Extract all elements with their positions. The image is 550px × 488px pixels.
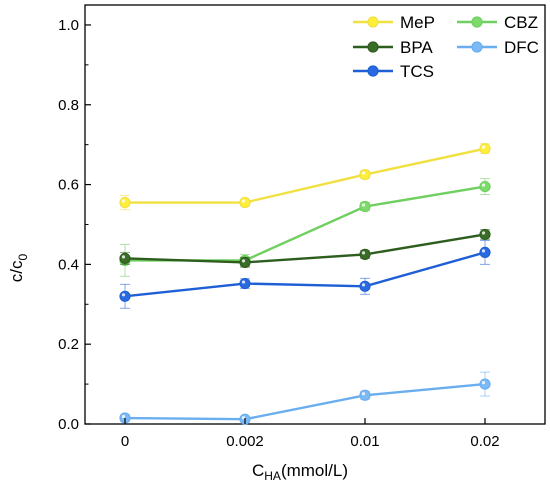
legend-label-mep: MeP	[400, 13, 435, 32]
data-point-highlight	[241, 416, 246, 420]
data-point-mep	[119, 196, 131, 209]
data-point-highlight	[481, 249, 486, 253]
legend-item-dfc: DFC	[457, 38, 539, 57]
x-axis-title-unit: (mmol/L)	[281, 461, 348, 480]
legend: MeP CBZ BPA DFC TCS	[353, 13, 539, 81]
data-point-highlight	[241, 199, 246, 203]
data-point-tcs	[119, 290, 131, 302]
y-axis-title-main: c/c	[7, 260, 26, 282]
series-line-cbz	[125, 185, 486, 262]
x-tick-label: 0.002	[226, 433, 264, 450]
data-point-bpa	[119, 252, 131, 264]
legend-marker-tcs	[367, 65, 379, 77]
legend-marker-dfc	[471, 41, 483, 53]
series-line-dfc	[124, 382, 486, 421]
y-tick-label: 1.0	[58, 17, 79, 34]
data-point-bpa	[359, 248, 371, 260]
data-point-bpa	[239, 256, 251, 268]
data-point-highlight	[481, 231, 486, 235]
data-point-highlight	[241, 280, 246, 284]
y-tick-label: 0.4	[58, 256, 79, 273]
data-point-dfc	[359, 389, 371, 401]
data-point-mep	[359, 169, 371, 181]
data-point-highlight	[481, 183, 486, 187]
legend-label-cbz: CBZ	[504, 13, 538, 32]
data-point-highlight	[481, 381, 486, 385]
legend-marker-mep	[367, 16, 379, 28]
data-point-tcs	[359, 280, 371, 292]
data-point-tcs	[479, 246, 491, 259]
series-tcs	[119, 239, 491, 309]
data-point-mep	[239, 196, 251, 209]
series-layer	[119, 143, 491, 425]
data-point-highlight	[121, 199, 126, 203]
series-line-mep	[125, 147, 486, 204]
legend-item-cbz: CBZ	[457, 13, 538, 32]
legend-label-dfc: DFC	[504, 38, 539, 57]
data-point-highlight	[361, 392, 366, 396]
plot-frame	[84, 4, 546, 425]
legend-marker-bpa	[367, 41, 379, 53]
series-cbz	[119, 178, 491, 277]
series-mep	[119, 143, 491, 211]
y-tick-label: 0.6	[58, 177, 79, 194]
x-tick-label: 0.01	[350, 433, 379, 450]
legend-label-bpa: BPA	[400, 38, 433, 57]
data-point-highlight	[121, 293, 126, 297]
data-point-highlight	[361, 283, 366, 287]
y-tick-label: 0.0	[58, 416, 79, 433]
data-point-dfc	[479, 378, 491, 390]
data-point-cbz	[479, 180, 491, 193]
data-point-highlight	[241, 259, 246, 263]
x-tick-label: 0	[121, 433, 129, 450]
ticks: 0.0 0.2 0.4 0.6 0.8 1.0 0 0.002 0.01 0.02	[58, 17, 499, 450]
series-dfc	[119, 371, 491, 425]
legend-item-mep: MeP	[353, 13, 435, 32]
data-point-bpa	[479, 228, 491, 241]
y-axis-title: c/c0	[7, 253, 30, 282]
x-axis-title-sub: HA	[264, 469, 281, 483]
x-axis-title-main: C	[252, 461, 264, 480]
legend-label-tcs: TCS	[400, 62, 434, 81]
y-tick-label: 0.8	[58, 97, 79, 114]
x-axis-title: CHA(mmol/L)	[252, 461, 348, 483]
axes	[84, 4, 546, 425]
data-point-highlight	[121, 255, 126, 259]
legend-item-tcs: TCS	[353, 62, 434, 81]
legend-item-bpa: BPA	[353, 38, 433, 57]
data-point-highlight	[361, 203, 366, 207]
series-bpa	[119, 228, 491, 268]
data-point-highlight	[481, 145, 486, 149]
series-line-tcs	[124, 251, 486, 298]
data-point-highlight	[361, 251, 366, 255]
series-line-bpa	[124, 233, 486, 264]
data-point-mep	[479, 143, 491, 155]
data-point-highlight	[121, 414, 126, 419]
x-tick-label: 0.02	[470, 433, 499, 450]
y-tick-label: 0.2	[58, 336, 79, 353]
data-point-highlight	[361, 171, 366, 175]
data-point-tcs	[239, 277, 251, 290]
legend-marker-cbz	[471, 16, 483, 28]
data-point-cbz	[359, 200, 371, 213]
y-axis-title-sub: 0	[16, 253, 30, 260]
